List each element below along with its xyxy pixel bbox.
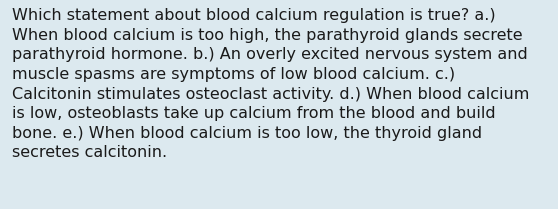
Text: Which statement about blood calcium regulation is true? a.)
When blood calcium i: Which statement about blood calcium regu… [12,8,530,160]
